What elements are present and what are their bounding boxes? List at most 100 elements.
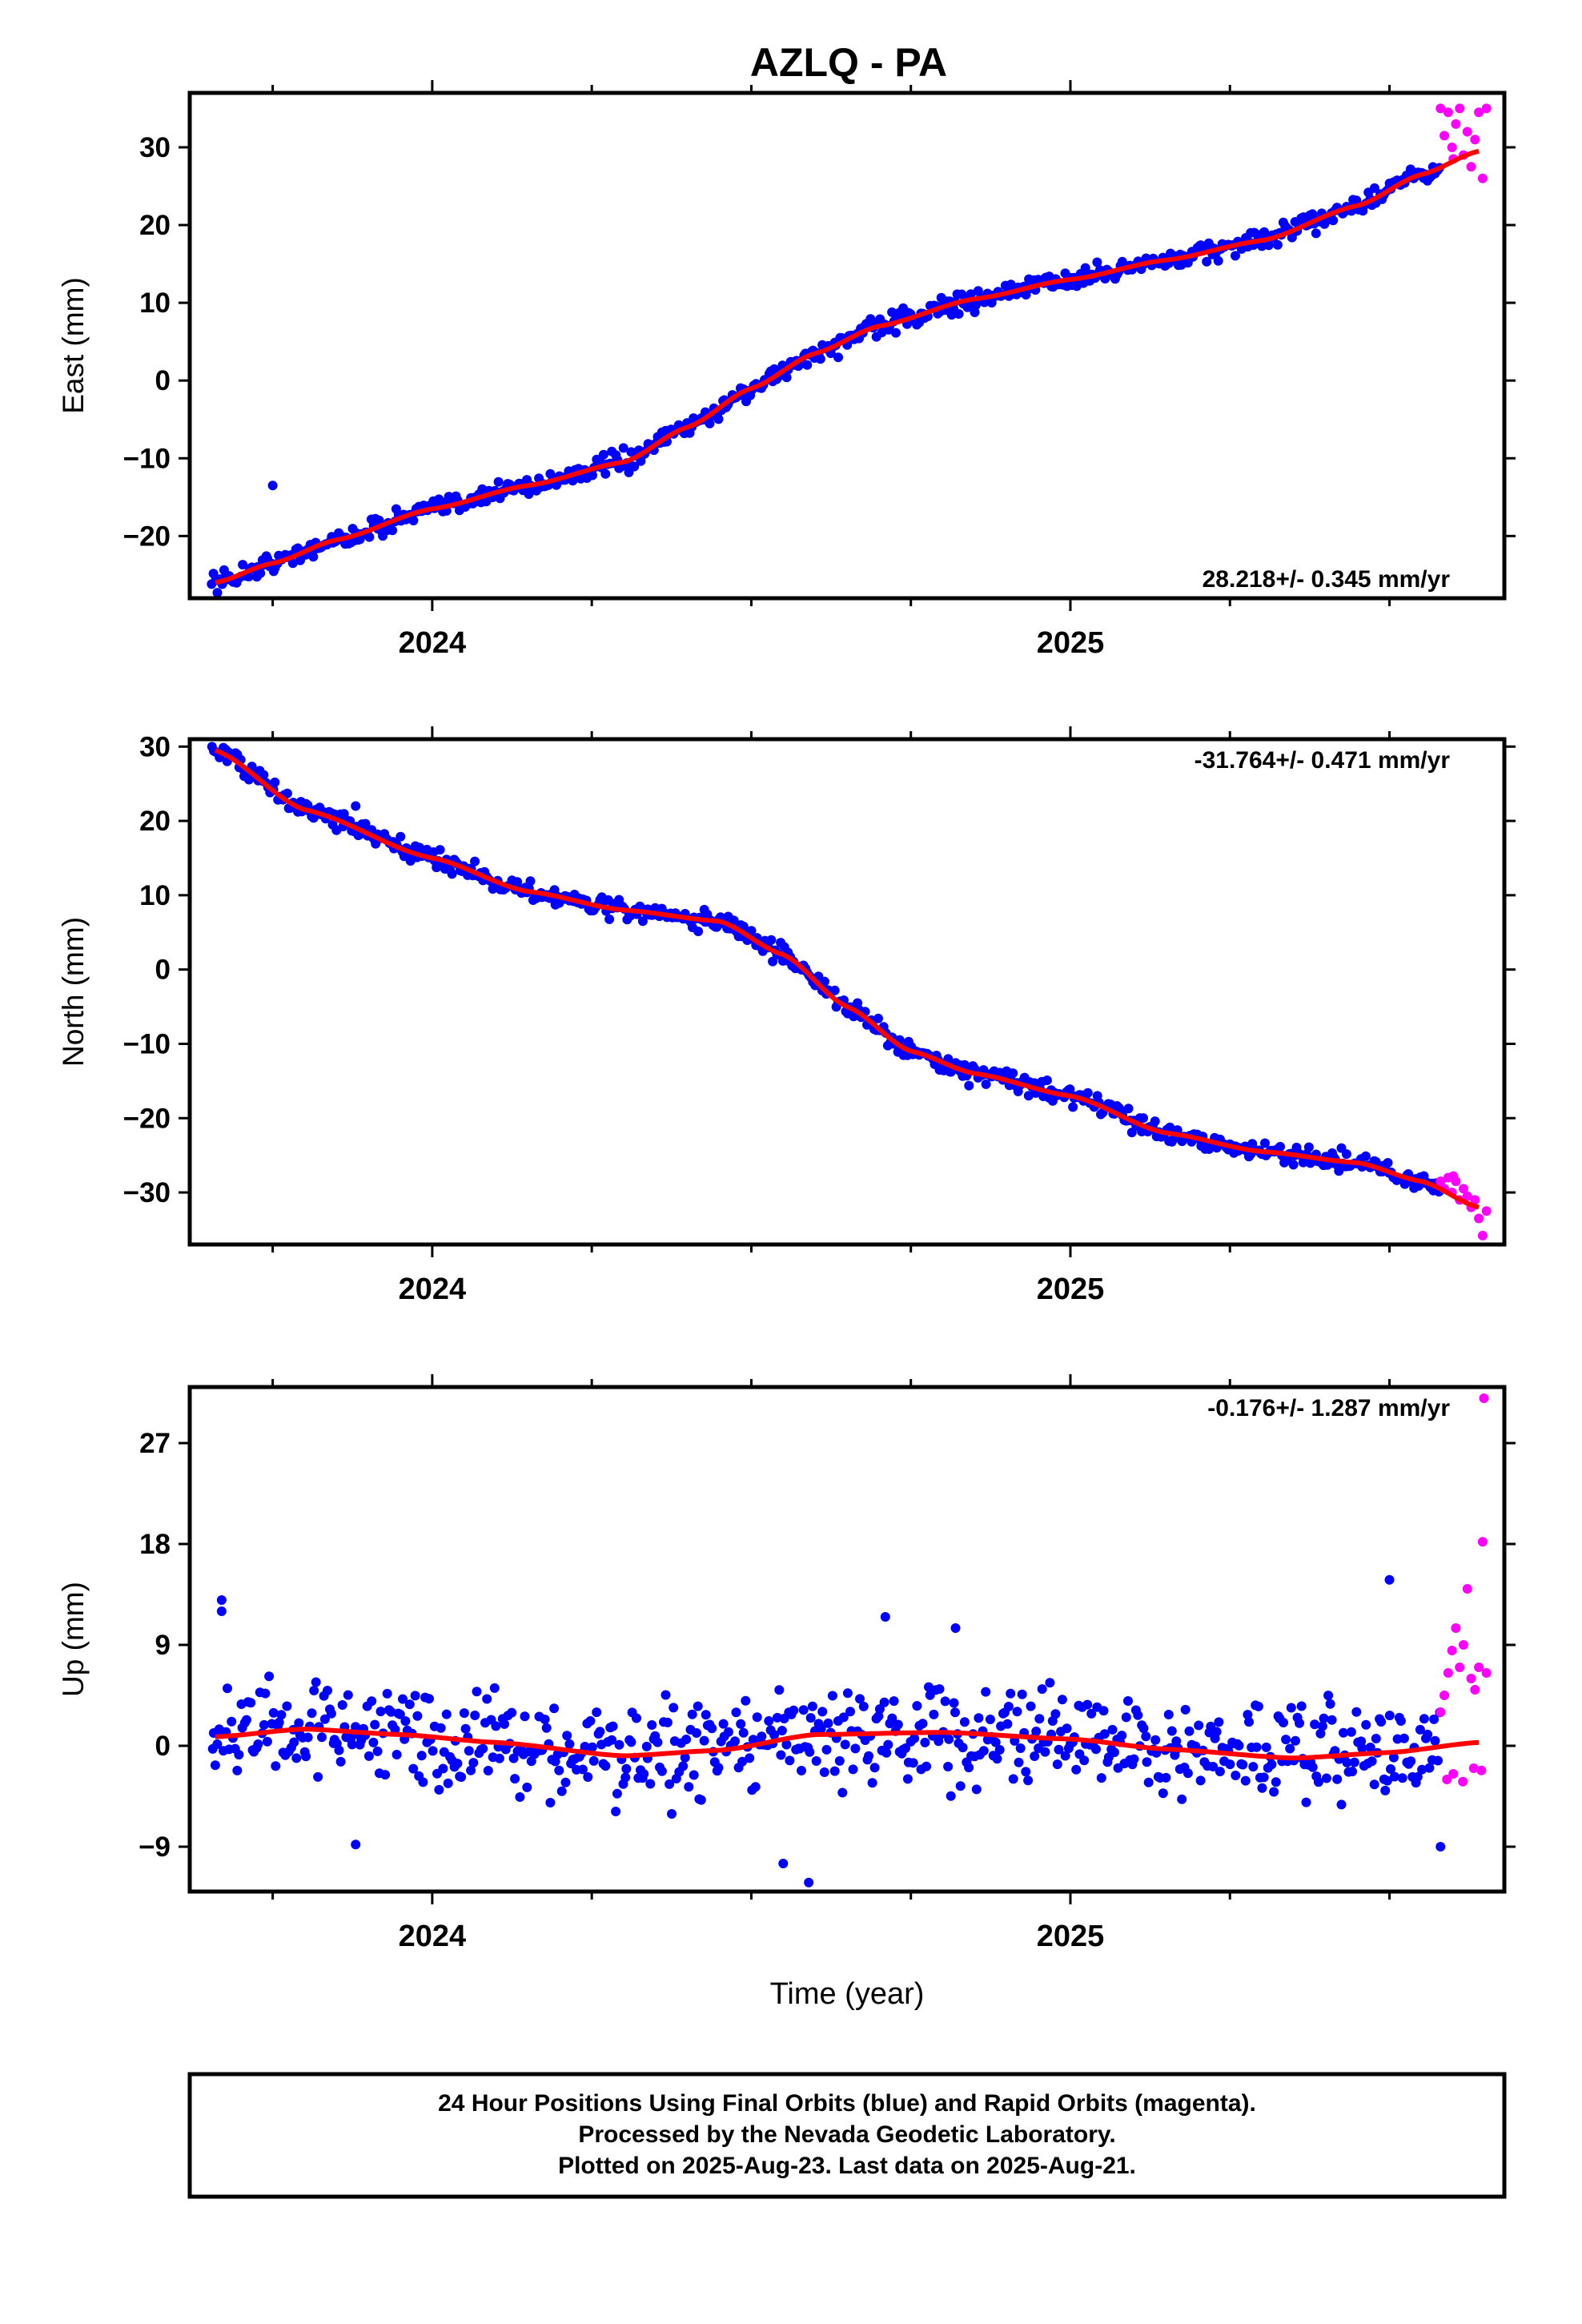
final-orbit-point — [1091, 1744, 1101, 1755]
final-orbit-point — [842, 1688, 853, 1699]
final-orbit-point — [1050, 1709, 1061, 1719]
final-orbit-point — [326, 1708, 336, 1719]
final-orbit-point — [1395, 1716, 1406, 1726]
final-orbit-point — [804, 1877, 814, 1888]
final-orbit-point — [587, 1742, 597, 1752]
final-orbit-point — [1336, 1799, 1347, 1810]
final-orbit-point — [317, 1732, 327, 1743]
final-orbit-point — [889, 1696, 899, 1707]
final-orbit-point — [1057, 1695, 1067, 1705]
final-orbit-point — [837, 1787, 848, 1798]
final-orbit-point — [614, 1739, 624, 1750]
final-orbit-point — [713, 1763, 724, 1773]
final-orbit-point — [946, 1791, 956, 1801]
final-orbit-point — [1234, 1740, 1244, 1751]
final-orbit-point — [950, 1707, 960, 1718]
final-orbit-point — [1307, 1762, 1318, 1772]
final-orbit-point — [1388, 1752, 1399, 1763]
final-orbit-point — [817, 1707, 828, 1717]
rapid-orbit-point — [1443, 107, 1453, 118]
final-orbit-point — [1045, 1678, 1055, 1688]
final-orbit-point — [1296, 1701, 1307, 1711]
final-orbit-point — [1310, 1719, 1320, 1730]
final-orbit-point — [1371, 1734, 1381, 1743]
final-orbit-point — [1259, 1772, 1269, 1783]
final-orbit-point — [774, 1685, 785, 1695]
final-orbit-point — [736, 1719, 746, 1729]
final-orbit-point — [577, 1764, 588, 1775]
final-orbit-point — [864, 1751, 873, 1761]
final-orbit-point — [1040, 1747, 1050, 1757]
final-orbit-point — [741, 1695, 751, 1706]
final-orbit-point — [267, 480, 278, 491]
final-orbit-point — [858, 1701, 869, 1711]
up-panel: −9 0 9 18 27 2024 2025 Up (mm) -0.176+/- 1.287 m… — [57, 1374, 1516, 2011]
final-orbit-point — [1417, 1764, 1427, 1775]
final-orbit-point — [294, 1718, 304, 1728]
final-orbit-point — [1086, 1708, 1097, 1719]
final-orbit-point — [959, 1717, 970, 1727]
final-orbit-point — [957, 289, 967, 300]
final-orbit-point — [1347, 1767, 1357, 1777]
final-orbit-point — [954, 309, 964, 319]
x-tick-label: 2025 — [1037, 1273, 1105, 1306]
final-orbit-point — [1346, 1727, 1356, 1737]
final-orbit-point — [950, 1623, 961, 1633]
final-orbit-point — [680, 1752, 690, 1763]
rapid-orbit-point — [1443, 1668, 1453, 1678]
final-orbit-point — [1143, 1777, 1154, 1787]
final-orbit-point — [259, 770, 269, 780]
final-orbit-point — [223, 1683, 232, 1694]
final-orbit-point — [1269, 1787, 1279, 1797]
final-orbit-point — [1231, 1771, 1241, 1780]
final-orbit-point — [994, 1745, 1005, 1755]
final-orbit-point — [701, 1710, 711, 1720]
final-orbit-point — [268, 1707, 279, 1718]
final-orbit-point — [1433, 1755, 1443, 1766]
final-orbit-point — [893, 1719, 903, 1730]
rapid-orbit-point — [1462, 1191, 1472, 1201]
final-orbit-point — [1082, 1088, 1093, 1098]
rapid-orbit-point — [1442, 1775, 1452, 1784]
final-orbit-point — [1017, 1689, 1027, 1699]
y-tick-label: 20 — [139, 210, 171, 241]
final-orbit-point — [887, 1713, 897, 1723]
final-orbit-point — [880, 1612, 890, 1622]
final-orbit-point — [588, 1755, 599, 1766]
final-orbit-point — [1107, 1724, 1118, 1735]
final-orbit-point — [210, 1760, 220, 1771]
y-tick-label: 10 — [139, 287, 171, 319]
final-orbit-point — [827, 1691, 837, 1701]
final-orbit-point — [598, 449, 608, 460]
final-orbit-point — [410, 1691, 420, 1701]
final-orbit-point — [600, 1761, 611, 1771]
y-tick-label: −20 — [123, 521, 171, 552]
final-orbit-point — [661, 1690, 671, 1700]
final-orbit-point — [1138, 1723, 1149, 1734]
final-orbit-point — [978, 1746, 989, 1756]
final-orbit-point — [1082, 1699, 1093, 1710]
final-orbit-point — [833, 352, 843, 363]
final-orbit-point — [489, 1683, 500, 1693]
final-orbit-point — [1380, 1785, 1391, 1795]
final-orbit-point — [351, 1722, 361, 1732]
rapid-orbit-point — [1435, 103, 1446, 114]
final-orbit-point — [580, 1742, 590, 1751]
final-orbit-point — [1261, 1742, 1271, 1752]
final-orbit-point — [311, 1677, 321, 1687]
rapid-orbit-point — [1458, 1776, 1468, 1787]
y-tick-label: −20 — [123, 1103, 171, 1134]
final-orbit-point — [1180, 1704, 1191, 1715]
final-orbit-point — [308, 813, 319, 823]
final-orbit-point — [428, 1746, 438, 1756]
final-orbit-point — [920, 1737, 930, 1747]
final-orbit-point — [1184, 1726, 1195, 1736]
x-tick-label: 2025 — [1037, 626, 1105, 660]
final-orbit-point — [1323, 1691, 1334, 1701]
final-orbit-point — [745, 1753, 755, 1763]
final-orbit-point — [959, 1059, 970, 1070]
final-orbit-point — [491, 1721, 501, 1731]
final-orbit-point — [990, 1737, 1001, 1747]
final-orbit-point — [1225, 1759, 1235, 1770]
final-orbit-point — [729, 915, 739, 926]
